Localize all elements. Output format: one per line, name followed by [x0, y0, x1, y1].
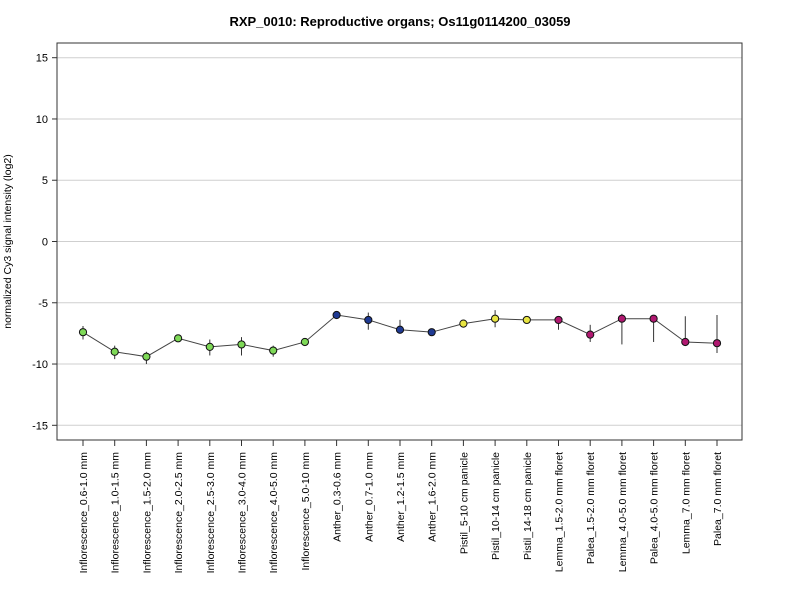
- chart-title: RXP_0010: Reproductive organs; Os11g0114…: [229, 14, 570, 29]
- y-tick-label: -15: [32, 420, 48, 432]
- x-tick-label: Lemma_4.0-5.0 mm floret: [617, 452, 629, 572]
- data-point: [522, 315, 531, 325]
- data-point: [681, 337, 690, 347]
- y-tick-label: 15: [36, 53, 48, 65]
- x-axis: Inflorescence_0.6-1.0 mm Inflorescence_1.…: [78, 440, 724, 573]
- x-tick-label: Inflorescence_4.0-5.0 mm: [268, 452, 280, 574]
- x-tick-label: Inflorescence_2.0-2.5 mm: [173, 452, 185, 574]
- data-point: [364, 315, 373, 325]
- data-point: [427, 328, 436, 337]
- data-point: [300, 337, 309, 347]
- data-point: [205, 342, 214, 351]
- x-tick-label: Inflorescence_2.5-3.0 mm: [205, 452, 217, 574]
- data-point: [586, 330, 595, 339]
- data-point: [142, 352, 151, 361]
- x-tick-label: Palea_1.5-2.0 mm floret: [585, 452, 597, 564]
- x-tick-label: Inflorescence_0.6-1.0 mm: [78, 452, 90, 574]
- x-tick-label: Anther_1.2-1.5 mm: [395, 452, 407, 542]
- data-point: [712, 339, 722, 348]
- x-tick-label: Inflorescence_3.0-4.0 mm: [237, 452, 249, 574]
- x-tick-label: Inflorescence_5.0-10 mm: [300, 452, 312, 571]
- y-tick-label: -5: [38, 298, 48, 310]
- x-tick-label: Inflorescence_1.5-2.0 mm: [141, 452, 153, 574]
- data-point: [78, 328, 88, 337]
- data-point: [617, 314, 627, 323]
- x-tick-label: Palea_7.0 mm floret: [712, 452, 724, 546]
- data-point: [269, 346, 278, 355]
- x-tick-label: Anther_0.3-0.6 mm: [332, 452, 344, 542]
- data-point: [491, 314, 500, 323]
- x-tick-label: Palea_4.0-5.0 mm floret: [649, 452, 661, 564]
- data-point: [237, 340, 246, 349]
- x-tick-label: Lemma_1.5-2.0 mm floret: [554, 452, 566, 572]
- x-tick-label: Lemma_7.0 mm floret: [680, 452, 692, 554]
- data-point: [395, 325, 405, 334]
- grid-layer: [57, 57, 742, 426]
- y-axis-label: normalized Cy3 signal intensity (log2): [2, 154, 14, 329]
- data-point: [174, 334, 183, 343]
- x-tick-label: Anther_1.6-2.0 mm: [427, 452, 439, 542]
- x-tick-label: Anther_0.7-1.0 mm: [363, 452, 375, 542]
- data-point: [649, 314, 658, 323]
- x-tick-label: Pistil_10-14 cm panicle: [490, 452, 502, 560]
- data-point: [554, 315, 563, 325]
- data-point: [332, 310, 341, 320]
- x-tick-label: Pistil_5-10 cm panicle: [458, 452, 470, 554]
- data-point: [459, 319, 468, 328]
- y-tick-label: 10: [36, 114, 48, 126]
- y-axis: -15 -10 -5 0 5 10 15: [32, 53, 57, 432]
- y-tick-label: 0: [42, 237, 48, 249]
- data-point-layer: [78, 310, 722, 361]
- data-point: [110, 347, 119, 356]
- y-tick-label: -10: [32, 359, 48, 371]
- x-tick-label: Inflorescence_1.0-1.5 mm: [110, 452, 122, 574]
- x-tick-label: Pistil_14-18 cm panicle: [522, 452, 534, 560]
- y-tick-label: 5: [42, 175, 48, 187]
